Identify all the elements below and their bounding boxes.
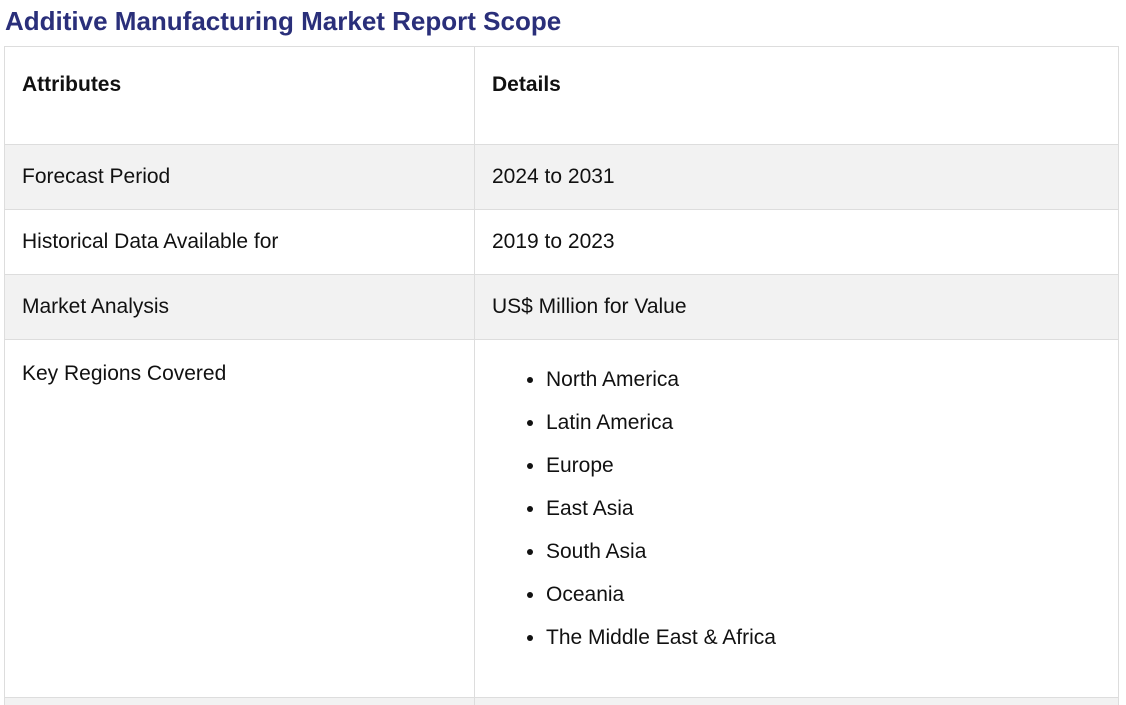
attribute-cell: Forecast Period [4, 144, 475, 210]
table-row-partial [4, 697, 1119, 705]
regions-detail-cell: North America Latin America Europe East … [474, 339, 1119, 698]
table-row: Market Analysis US$ Million for Value [4, 274, 1119, 340]
attribute-cell: Market Analysis [4, 274, 475, 340]
region-item: Europe [546, 452, 1101, 495]
region-item: South Asia [546, 538, 1101, 581]
table-row-regions: Key Regions Covered North America Latin … [4, 339, 1119, 698]
empty-cell [474, 697, 1119, 705]
detail-cell: 2024 to 2031 [474, 144, 1119, 210]
column-header-details: Details [474, 46, 1119, 145]
region-item: Latin America [546, 409, 1101, 452]
region-list: North America Latin America Europe East … [492, 366, 1101, 667]
empty-cell [4, 697, 475, 705]
attribute-cell: Key Regions Covered [4, 339, 475, 698]
region-item: The Middle East & Africa [546, 624, 1101, 667]
detail-cell: 2019 to 2023 [474, 209, 1119, 275]
attribute-cell: Historical Data Available for [4, 209, 475, 275]
table-row: Forecast Period 2024 to 2031 [4, 144, 1119, 210]
report-scope-table: Attributes Details Forecast Period 2024 … [4, 46, 1119, 705]
table-row: Historical Data Available for 2019 to 20… [4, 209, 1119, 275]
column-header-attributes: Attributes [4, 46, 475, 145]
table-header-row: Attributes Details [4, 46, 1119, 145]
page-title: Additive Manufacturing Market Report Sco… [5, 6, 562, 36]
region-item: East Asia [546, 495, 1101, 538]
region-item: North America [546, 366, 1101, 409]
detail-cell: US$ Million for Value [474, 274, 1119, 340]
region-item: Oceania [546, 581, 1101, 624]
